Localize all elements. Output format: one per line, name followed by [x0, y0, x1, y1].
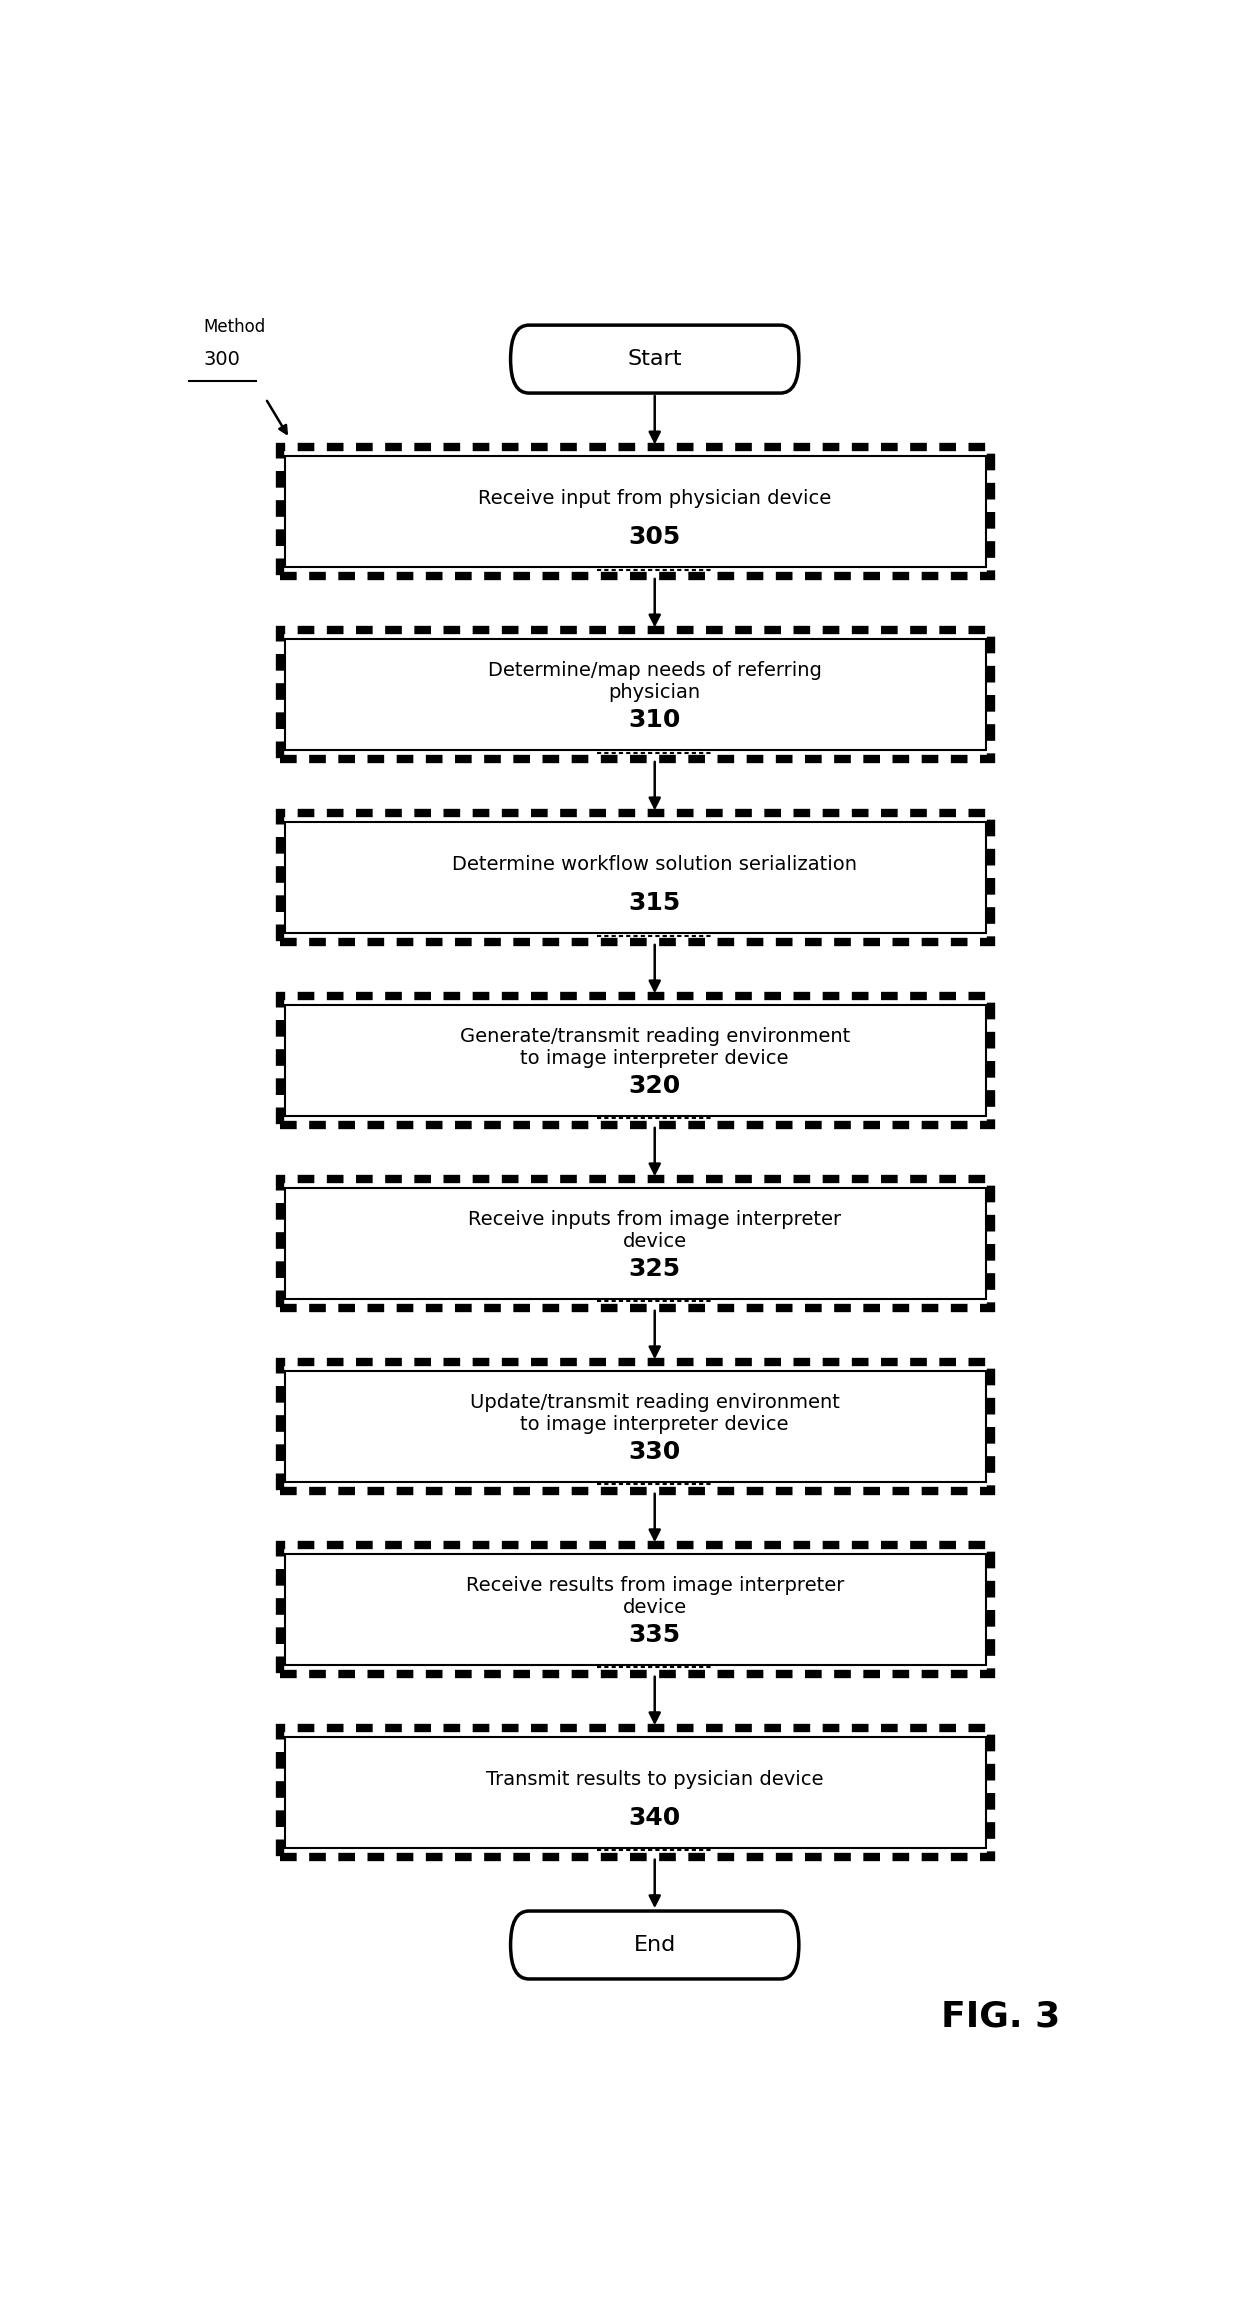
Text: Receive input from physician device: Receive input from physician device [479, 490, 831, 509]
Text: End: End [634, 1934, 676, 1955]
Text: 330: 330 [629, 1440, 681, 1465]
Bar [285, 822, 986, 933]
Text: 305: 305 [629, 525, 681, 550]
Bar [280, 1728, 991, 1858]
FancyBboxPatch shape [511, 325, 799, 392]
Bar [280, 1180, 991, 1307]
Text: 320: 320 [629, 1075, 681, 1098]
Text: 300: 300 [203, 351, 241, 369]
Bar [280, 1544, 991, 1674]
Bar [280, 629, 991, 759]
Text: 315: 315 [629, 892, 681, 915]
Bar [280, 448, 991, 576]
Bar [280, 1363, 991, 1491]
FancyBboxPatch shape [511, 1911, 799, 1978]
Text: Update/transmit reading environment
to image interpreter device: Update/transmit reading environment to i… [470, 1393, 839, 1435]
Bar [285, 1189, 986, 1298]
Bar [285, 455, 986, 567]
Text: Determine workflow solution serialization: Determine workflow solution serializatio… [453, 854, 857, 873]
Bar [285, 1553, 986, 1665]
Bar [285, 1005, 986, 1117]
Text: Receive results from image interpreter
device: Receive results from image interpreter d… [465, 1577, 844, 1616]
Text: Transmit results to pysician device: Transmit results to pysician device [486, 1769, 823, 1788]
Text: Start: Start [627, 348, 682, 369]
Bar [285, 1370, 986, 1481]
Text: Determine/map needs of referring
physician: Determine/map needs of referring physici… [487, 662, 822, 701]
Text: Receive inputs from image interpreter
device: Receive inputs from image interpreter de… [469, 1210, 841, 1252]
Bar [280, 996, 991, 1124]
Text: FIG. 3: FIG. 3 [941, 1999, 1060, 2034]
Text: Method: Method [203, 318, 265, 337]
Bar [285, 1737, 986, 1848]
Bar [285, 639, 986, 750]
Text: 335: 335 [629, 1623, 681, 1646]
Text: Generate/transmit reading environment
to image interpreter device: Generate/transmit reading environment to… [460, 1026, 849, 1068]
Text: 340: 340 [629, 1807, 681, 1830]
Text: 325: 325 [629, 1256, 681, 1282]
Text: 310: 310 [629, 708, 681, 731]
Bar [280, 813, 991, 943]
